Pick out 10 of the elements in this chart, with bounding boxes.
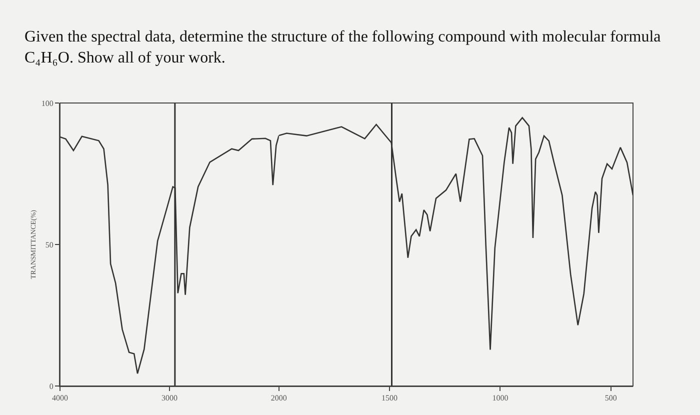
x-tick-label: 1500 [382, 394, 398, 403]
x-tick-label: 500 [604, 394, 617, 403]
x-tick-label: 2000 [270, 394, 287, 403]
x-tick-label: 3000 [161, 394, 178, 403]
y-tick-label: 50 [45, 240, 54, 250]
y-tick-label: 100 [41, 98, 54, 108]
text: Given the spectral data, determine the structure of the following compound with molecular formula C₄H₆O. Show all of your work. [24, 28, 661, 66]
x-tick-label: 4000 [52, 394, 68, 403]
y-tick-label: 0 [49, 382, 54, 391]
x-tick-label: 1000 [492, 394, 508, 403]
